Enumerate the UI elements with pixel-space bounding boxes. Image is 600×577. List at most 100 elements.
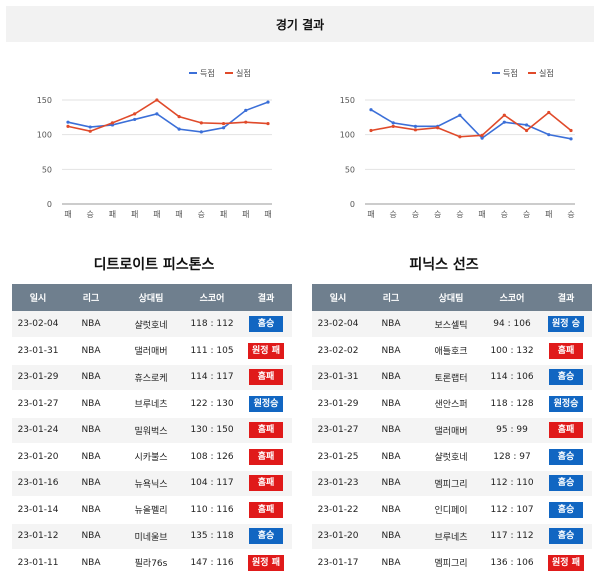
result-badge: 홈승 xyxy=(549,501,583,518)
result-badge: 홈승 xyxy=(549,448,583,465)
cell-league: NBA xyxy=(364,417,418,444)
y-tick-label: 150 xyxy=(37,96,52,105)
data-point xyxy=(133,112,137,116)
cell-score: 112 : 110 xyxy=(484,470,540,497)
y-tick-label: 150 xyxy=(340,96,355,105)
result-badge: 홈승 xyxy=(549,475,583,492)
cell-league: NBA xyxy=(64,337,118,365)
data-point xyxy=(369,128,373,133)
result-badge: 원정 패 xyxy=(248,342,284,359)
data-point xyxy=(391,124,395,128)
cell-result: 홈패 xyxy=(240,470,292,497)
cell-opponent: 멤피그리 xyxy=(418,549,484,577)
cell-opponent: 뉴올펠리 xyxy=(118,496,184,524)
table-row: 23-01-17 NBA 멤피그리 136 : 106 원정 패 xyxy=(312,549,592,577)
data-point xyxy=(524,123,529,127)
cell-result: 홈승 xyxy=(240,523,292,550)
cell-result: 원정 패 xyxy=(540,549,592,577)
cell-date: 23-01-29 xyxy=(312,390,364,418)
cell-date: 23-01-20 xyxy=(12,443,64,471)
cell-league: NBA xyxy=(364,523,418,550)
data-point xyxy=(66,124,70,128)
table-row: 23-01-12 NBA 미네울브 135 : 118 홈승 xyxy=(12,523,292,550)
table-header-row: 일시 리그 상대팀 스코어 결과 xyxy=(12,284,292,311)
y-tick-label: 50 xyxy=(345,165,355,174)
team-name-away: 피닉스 선즈 xyxy=(409,257,479,273)
section-header: 경기 결과 xyxy=(6,6,594,42)
cell-score: 117 : 112 xyxy=(484,523,540,550)
cell-score: 135 : 118 xyxy=(184,523,240,550)
table-header-row: 일시 리그 상대팀 스코어 결과 xyxy=(312,284,592,311)
cell-date: 23-01-17 xyxy=(312,549,364,577)
data-point xyxy=(266,100,270,104)
cell-date: 23-02-04 xyxy=(312,311,364,338)
cell-league: NBA xyxy=(64,496,118,524)
data-point xyxy=(66,120,70,124)
col-header-date: 일시 xyxy=(312,284,364,311)
table-row: 23-01-14 NBA 뉴올펠리 110 : 116 홈패 xyxy=(12,496,292,524)
result-badge: 홈승 xyxy=(549,369,583,386)
result-badge: 원정 패 xyxy=(548,554,584,571)
cell-opponent: 브루네츠 xyxy=(118,390,184,418)
data-point xyxy=(88,129,92,133)
cell-league: NBA xyxy=(364,364,418,391)
cell-opponent: 미네울브 xyxy=(118,523,184,550)
col-header-score: 스코어 xyxy=(184,284,240,311)
cell-score: 100 : 132 xyxy=(484,337,540,365)
col-header-date: 일시 xyxy=(12,284,64,311)
cell-score: 136 : 106 xyxy=(484,549,540,577)
cell-league: NBA xyxy=(364,390,418,418)
cell-result: 홈패 xyxy=(240,417,292,444)
table-row: 23-01-27 NBA 댈러매버 95 : 99 홈패 xyxy=(312,417,592,444)
data-point xyxy=(458,135,462,139)
x-tick-label: 패 xyxy=(109,209,116,219)
cell-league: NBA xyxy=(64,549,118,577)
result-badge: 홈패 xyxy=(249,475,283,492)
cell-date: 23-01-25 xyxy=(312,443,364,471)
result-badge: 홈패 xyxy=(249,448,283,465)
data-point xyxy=(155,98,159,102)
results-table-home: 일시 리그 상대팀 스코어 결과 23-02-04 NBA 샬럿호네 118 : 11… xyxy=(12,284,292,577)
series-line-scored xyxy=(370,109,572,140)
chart-panel-home: 득점 실점 0 50 100 150 패 승 패 패 패 패 승 패 패 패 xyxy=(0,58,294,233)
result-badge: 홈패 xyxy=(249,369,283,386)
data-point xyxy=(569,128,573,133)
cell-date: 23-01-11 xyxy=(12,549,64,577)
cell-score: 147 : 116 xyxy=(184,549,240,577)
cell-score: 122 : 130 xyxy=(184,390,240,418)
col-header-result: 결과 xyxy=(540,284,592,311)
table-row: 23-01-20 NBA 시카불스 108 : 126 홈패 xyxy=(12,443,292,471)
data-point xyxy=(221,126,226,130)
x-tick-label: 패 xyxy=(545,209,552,219)
table-row: 23-01-27 NBA 브루네츠 122 : 130 원정승 xyxy=(12,390,292,418)
data-point xyxy=(155,112,159,116)
result-badge: 홈패 xyxy=(249,501,283,518)
data-point xyxy=(480,136,484,140)
table-row: 23-01-31 NBA 댈러매버 111 : 105 원정 패 xyxy=(12,337,292,365)
table-row: 23-01-29 NBA 샌안스퍼 118 : 128 원정승 xyxy=(312,390,592,418)
data-point xyxy=(244,108,248,112)
cell-score: 108 : 126 xyxy=(184,443,240,471)
cell-result: 원정승 xyxy=(240,390,292,418)
result-badge: 홈승 xyxy=(249,528,283,545)
data-point xyxy=(413,128,418,132)
table-row: 23-02-02 NBA 애틀호크 100 : 132 홈패 xyxy=(312,337,592,365)
x-tick-label: 패 xyxy=(242,209,249,219)
cell-date: 23-02-02 xyxy=(312,337,364,365)
cell-opponent: 밀워벅스 xyxy=(118,417,184,444)
table-row: 23-01-16 NBA 뉴욕닉스 104 : 117 홈패 xyxy=(12,470,292,497)
result-badge: 홈패 xyxy=(549,342,583,359)
series-line-conceded xyxy=(67,99,269,133)
cell-opponent: 댈러매버 xyxy=(418,417,484,444)
data-point xyxy=(266,121,270,126)
result-badge: 원정승 xyxy=(549,395,583,412)
data-point xyxy=(221,121,226,126)
chart-legend: 득점 실점 xyxy=(189,68,251,78)
cell-score: 111 : 105 xyxy=(184,337,240,365)
x-tick-label: 승 xyxy=(567,210,574,219)
x-tick-label: 패 xyxy=(175,209,182,219)
cell-opponent: 필라76s xyxy=(118,549,184,577)
chart-legend: 득점 실점 xyxy=(492,68,554,78)
cell-result: 홈승 xyxy=(540,470,592,497)
data-point xyxy=(547,110,551,115)
